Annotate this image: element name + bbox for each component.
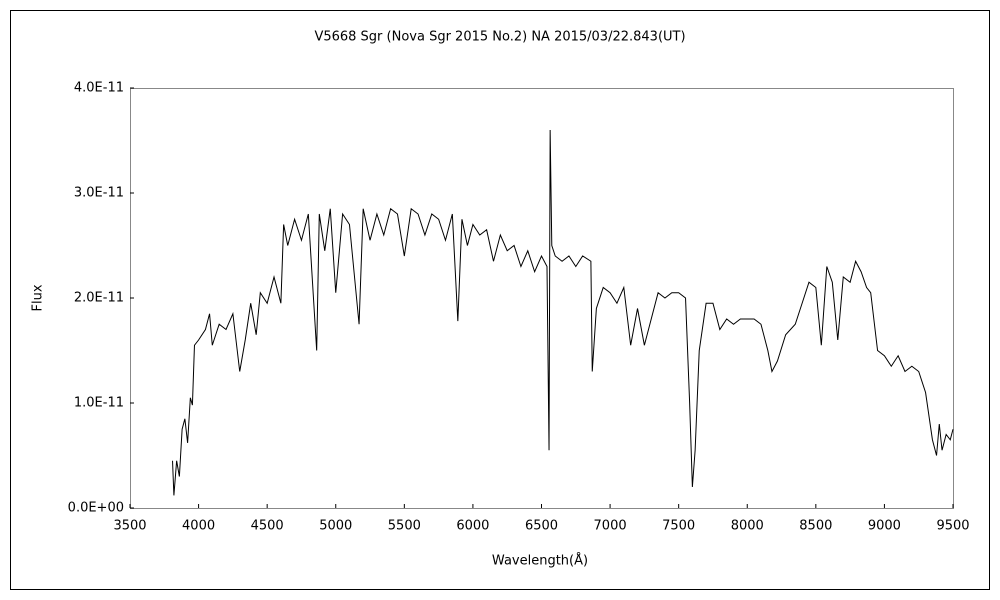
x-tick-label: 4000 bbox=[182, 519, 215, 534]
y-tick-label: 1.0E-11 bbox=[74, 396, 124, 411]
x-axis-label: Wavelength(Å) bbox=[492, 553, 588, 569]
chart-title: V5668 Sgr (Nova Sgr 2015 No.2) NA 2015/0… bbox=[314, 30, 685, 45]
y-tick-label: 4.0E-11 bbox=[74, 81, 124, 96]
x-tick-label: 8500 bbox=[799, 519, 832, 534]
y-tick-label: 2.0E-11 bbox=[74, 291, 124, 306]
y-tick-label: 0.0E+00 bbox=[68, 501, 124, 516]
x-tick-label: 4500 bbox=[251, 519, 284, 534]
x-tick-label: 8000 bbox=[731, 519, 764, 534]
x-tick-label: 6500 bbox=[525, 519, 558, 534]
x-tick-label: 9000 bbox=[868, 519, 901, 534]
x-tick-label: 3500 bbox=[113, 519, 146, 534]
x-tick-label: 6000 bbox=[456, 519, 489, 534]
spectrum-line bbox=[172, 129, 954, 496]
y-axis-label: Flux bbox=[31, 284, 46, 311]
x-tick-label: 5500 bbox=[388, 519, 421, 534]
frame bbox=[10, 10, 990, 590]
x-tick-label: 7000 bbox=[594, 519, 627, 534]
x-tick-label: 5000 bbox=[319, 519, 352, 534]
x-tick-label: 7500 bbox=[662, 519, 695, 534]
y-tick-label: 3.0E-11 bbox=[74, 186, 124, 201]
x-tick-label: 9500 bbox=[936, 519, 969, 534]
